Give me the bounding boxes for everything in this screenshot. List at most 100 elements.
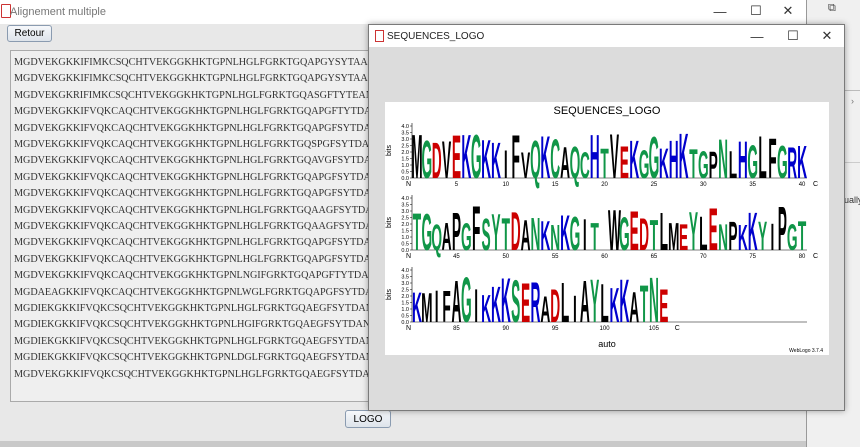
sequence-line: MGDVEKGKKIFVQKCAQCHTVEKGGKHKTGPNLHGLFGRK… — [14, 122, 381, 134]
logo-letter: K — [748, 202, 758, 262]
logo-letter: F — [442, 281, 450, 331]
logo-letter: G — [747, 136, 758, 189]
logo-letter: G — [777, 137, 788, 189]
logo-letter: A — [451, 270, 461, 336]
close-icon[interactable]: ✕ — [821, 28, 833, 43]
c-terminus-label: C — [813, 181, 818, 188]
n-terminus-label: N — [406, 325, 411, 332]
back-button[interactable]: Retour — [7, 25, 52, 42]
sequence-line: MGDVEKGKKIFIMKCSQCHTVEKGGKHKTGPNLHGLFGRK… — [14, 57, 381, 68]
logo-letter: K — [738, 218, 748, 258]
sequence-line: MGDVEKGKKIFVQKCAQCHTVEKGGKHKTGPNLHGLFGRK… — [14, 253, 381, 265]
logo-letter: K — [481, 289, 491, 332]
main-titlebar[interactable]: Alignement multiple — ☐ ✕ — [0, 0, 806, 24]
logo-letter: G — [639, 143, 650, 187]
logo-letter: W — [608, 198, 621, 263]
logo-letter: I — [583, 209, 587, 259]
logo-letter: K — [412, 284, 422, 331]
logo-letter: K — [491, 276, 501, 333]
y-tick-label: 3.0 — [401, 281, 409, 287]
sequence-line: MGDVEKGKKIFVQKCAQCHTVEKGGKHKTGPNLNGIFGRK… — [14, 270, 381, 282]
logo-letter: T — [413, 203, 421, 262]
logo-letter: I — [474, 280, 478, 333]
logo-letter: M — [411, 124, 422, 192]
x-tick-label: 30 — [700, 182, 707, 188]
logo-letter: C — [550, 127, 560, 190]
sequence-line: MGDVEKGKKIFVQKCAQCHTVEKGGKHKTGPNLHGLFGRK… — [14, 188, 381, 200]
logo-letter: E — [521, 271, 530, 334]
logo-letter: R — [787, 137, 797, 187]
logo-letter: L — [729, 145, 737, 188]
logo-letter: T — [650, 211, 658, 260]
x-tick-label: 65 — [651, 254, 658, 260]
logo-letter: K — [491, 132, 501, 189]
logo-letter: D — [639, 209, 649, 260]
logo-letter: G — [461, 215, 472, 259]
logo-letter: V — [610, 121, 619, 191]
sequence-line: MGDIEKGKKIFVQKCSQCHTVEKGGKHKTGPNLHGLFGRK… — [14, 303, 381, 314]
close-icon[interactable]: ✕ — [782, 3, 794, 18]
y-tick-label: 1.0 — [401, 307, 409, 313]
logo-letter: K — [461, 121, 471, 191]
taskbar-strip — [0, 441, 806, 447]
logo-letter: Q — [570, 139, 581, 189]
n-terminus-label: N — [406, 253, 411, 260]
y-axis-label: bits — [386, 145, 393, 156]
logo-letter: T — [502, 211, 511, 261]
logo-letter: K — [501, 265, 511, 335]
logo-letter: V — [442, 131, 451, 190]
x-tick-label: 35 — [749, 182, 756, 188]
logo-letter: I — [771, 217, 775, 260]
logo-letter: K — [560, 205, 570, 261]
logo-letter: D — [432, 132, 442, 189]
logo-titlebar[interactable]: SEQUENCES_LOGO — ☐ ✕ — [369, 25, 844, 47]
logo-letter: F — [768, 127, 776, 190]
restore-icon[interactable]: ⧉ — [828, 2, 836, 14]
logo-letter: E — [452, 124, 461, 192]
logo-letter: T — [590, 217, 599, 260]
logo-letter: K — [619, 268, 629, 336]
logo-letter: H — [590, 121, 600, 191]
maximize-icon[interactable]: ☐ — [787, 28, 799, 43]
x-tick-label: 10 — [502, 182, 509, 188]
maximize-icon[interactable]: ☐ — [750, 3, 762, 18]
y-tick-label: 4.0 — [401, 124, 409, 130]
logo-window: SEQUENCES_LOGO — ☐ ✕ SEQUENCES_LOGO bits… — [368, 24, 845, 411]
logo-letter: P — [709, 145, 718, 188]
minimize-icon[interactable]: — — [750, 28, 764, 44]
y-tick-label: 1.5 — [401, 229, 409, 235]
y-tick-label: 2.5 — [401, 288, 409, 294]
logo-letter: A — [580, 270, 590, 336]
y-tick-label: 0.0 — [401, 320, 409, 326]
sequence-text-area[interactable]: MGDVEKGKKIFIMKCSQCHTVEKGGKHKTGPNLHGLFGRK… — [10, 50, 382, 402]
logo-letter: A — [521, 211, 531, 260]
logo-window-title: SEQUENCES_LOGO — [387, 31, 485, 42]
minimize-icon[interactable]: — — [713, 3, 727, 19]
logo-letter: G — [421, 205, 432, 262]
y-tick-label: 4.0 — [401, 196, 409, 202]
x-tick-label: 60 — [601, 254, 608, 260]
logo-letter: Y — [689, 202, 698, 262]
logo-letter: T — [600, 139, 609, 187]
sequence-line: MGDIEKGKKIFVQKCSQCHTVEKGGKHKTGPNLHGIFGRK… — [14, 319, 382, 331]
y-axis-label: bits — [386, 217, 393, 228]
logo-letter: L — [699, 208, 707, 261]
logo-letter: M — [421, 284, 432, 331]
logo-letter: G — [649, 126, 660, 192]
y-tick-label: 3.5 — [401, 203, 409, 209]
chevron-right-icon: › — [851, 96, 854, 106]
y-tick-label: 2.5 — [401, 216, 409, 222]
logo-letter: K — [659, 139, 669, 187]
x-tick-label: 105 — [649, 326, 660, 332]
logo-button[interactable]: LOGO — [345, 410, 391, 428]
logo-letter: P — [778, 193, 787, 263]
c-terminus-label: C — [813, 253, 818, 260]
logo-letter: K — [540, 124, 550, 192]
sequence-line: MGDIEKGKKIFVQKCSQCHTVEKGGKHKTGPNLDGLFGRK… — [14, 352, 381, 364]
x-tick-label: 25 — [651, 182, 658, 188]
sequence-line: MGDAEAGKKIFVQKCAQCHTVEKGGKHKTGPNLWGLFGRK… — [14, 286, 381, 298]
logo-letter: S — [481, 211, 490, 261]
